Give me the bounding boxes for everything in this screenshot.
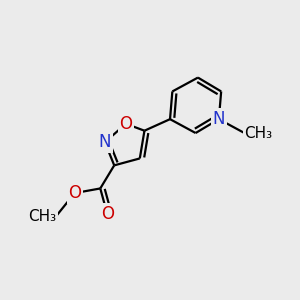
Text: N: N [213,110,225,128]
Text: O: O [68,184,81,202]
Text: CH₃: CH₃ [244,125,273,140]
Text: N: N [99,133,111,151]
Text: O: O [101,205,114,223]
Text: O: O [119,115,132,133]
Text: CH₃: CH₃ [28,209,56,224]
